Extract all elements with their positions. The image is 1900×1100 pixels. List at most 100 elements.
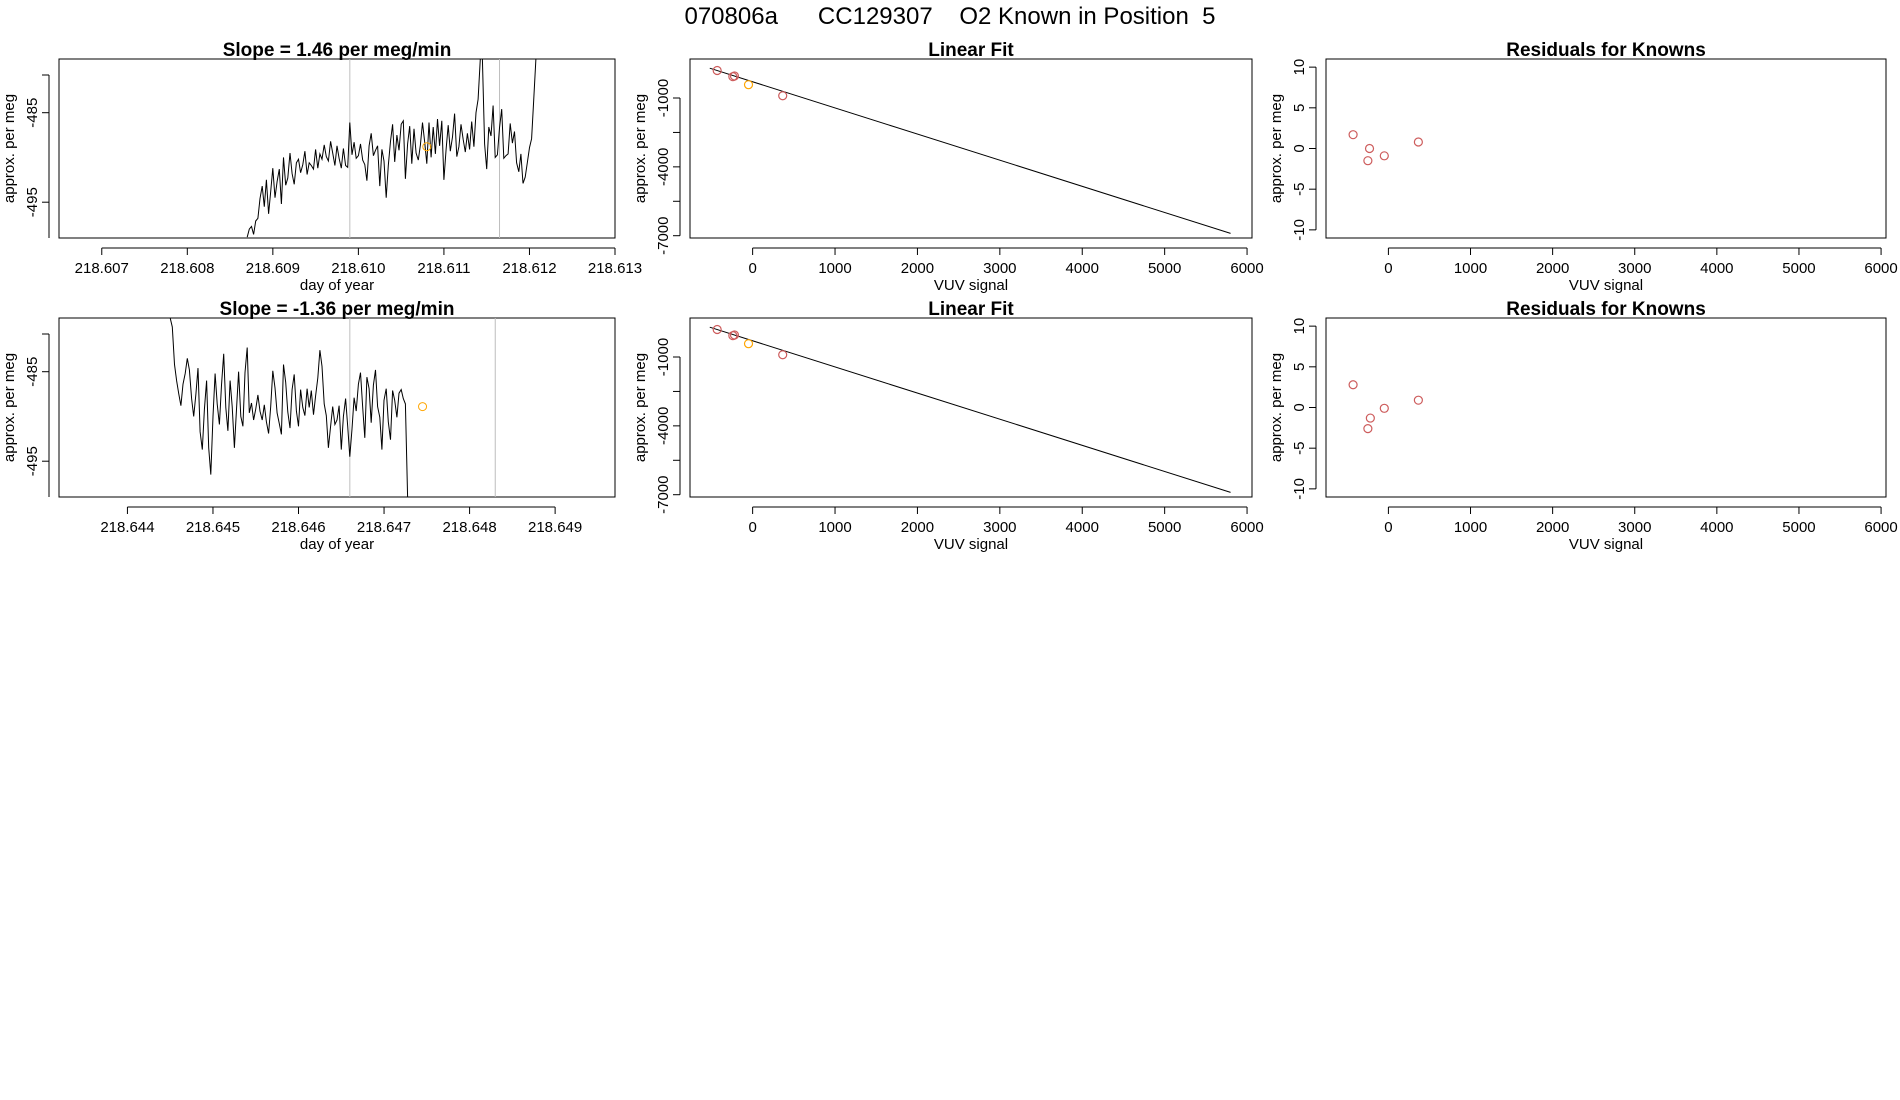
x-axis-label: VUV signal [934, 536, 1008, 553]
chart-title: Slope = -1.36 per meg/min [220, 299, 455, 320]
x-tick-label: 218.646 [271, 519, 325, 536]
y-axis-label: approx. per meg [632, 353, 649, 462]
series-line [169, 318, 409, 497]
y-tick-label: 10 [1291, 318, 1308, 335]
x-tick-label: 218.609 [246, 260, 300, 277]
x-axis-label: VUV signal [934, 277, 1008, 294]
x-tick-label: 5000 [1148, 519, 1181, 536]
chart-fit1: Linear Fit 0 1000 2000 3000 4000 5000 6000 VUV s… [632, 40, 1264, 294]
y-tick-label: 0 [1291, 403, 1308, 411]
x-tick-label: 1000 [1454, 260, 1487, 277]
y-tick-label: -495 [24, 446, 41, 476]
x-tick-label: 4000 [1066, 519, 1099, 536]
x-tick-label: 6000 [1230, 519, 1263, 536]
y-axis-label: approx. per meg [632, 94, 649, 203]
x-tick-label: 2000 [1536, 260, 1569, 277]
data-point [1348, 380, 1358, 390]
y-axis-label: approx. per meg [1268, 94, 1285, 203]
y-tick-label: 0 [1291, 144, 1308, 152]
y-tick-label: -7000 [655, 476, 672, 514]
chart-title: Residuals for Knowns [1506, 299, 1706, 320]
chart-title: Linear Fit [928, 40, 1014, 61]
y-tick-label: -4000 [655, 407, 672, 445]
x-tick-label: 218.612 [502, 260, 556, 277]
y-tick-label: 10 [1291, 59, 1308, 76]
data-point [729, 71, 740, 81]
x-tick-label: 218.645 [186, 519, 240, 536]
x-axis-label: day of year [300, 536, 374, 553]
data-point [712, 324, 722, 335]
x-tick-label: 5000 [1782, 519, 1815, 536]
x-tick-label: 3000 [983, 519, 1016, 536]
data-point [1379, 403, 1389, 413]
x-tick-label: 218.649 [528, 519, 582, 536]
plot-area [169, 318, 496, 497]
y-tick-label: -485 [24, 357, 41, 387]
x-tick-label: 3000 [983, 260, 1016, 277]
plot-frame [689, 317, 1253, 498]
plot-area [709, 324, 1231, 493]
x-axis-label: day of year [300, 277, 374, 294]
data-point [1363, 156, 1373, 166]
data-point [1364, 143, 1375, 154]
y-tick-label: -1000 [655, 79, 672, 117]
x-tick-label: 218.647 [357, 519, 411, 536]
plot-frame [689, 58, 1253, 239]
y-axis-label: approx. per meg [1, 94, 18, 203]
plot-frame [1325, 317, 1887, 498]
data-point [712, 65, 722, 76]
x-tick-label: 218.613 [588, 260, 642, 277]
x-tick-label: 218.607 [75, 260, 129, 277]
x-tick-label: 5000 [1148, 260, 1181, 277]
y-tick-label: -7000 [655, 217, 672, 255]
data-point [778, 91, 788, 101]
fit-line [709, 326, 1231, 493]
highlight-point [422, 142, 432, 152]
data-point [729, 330, 740, 340]
x-axis-label: VUV signal [1569, 277, 1643, 294]
plot-frame [58, 58, 616, 239]
x-tick-label: 1000 [1454, 519, 1487, 536]
x-tick-label: 4000 [1066, 260, 1099, 277]
x-tick-label: 0 [1384, 519, 1392, 536]
plot-area [1348, 380, 1423, 434]
chart-title: Residuals for Knowns [1506, 40, 1706, 61]
x-axis-label: VUV signal [1569, 536, 1643, 553]
x-tick-label: 6000 [1864, 260, 1897, 277]
chart-ts1: Slope = 1.46 per meg/min 218.607 218.608 21… [1, 40, 642, 294]
x-tick-label: 218.611 [417, 260, 470, 277]
y-tick-label: -10 [1291, 478, 1308, 500]
highlight-point [743, 80, 754, 90]
chart-title: Linear Fit [928, 299, 1014, 320]
x-tick-label: 0 [1384, 260, 1392, 277]
y-axis-label: approx. per meg [1268, 353, 1285, 462]
x-tick-label: 218.644 [100, 519, 154, 536]
chart-fit2: Linear Fit 0 1000 2000 3000 4000 5000 6000 VUV s… [632, 299, 1264, 553]
y-tick-label: -495 [24, 187, 41, 217]
x-tick-label: 218.648 [442, 519, 496, 536]
data-point [1348, 130, 1358, 140]
chart-ts2: Slope = -1.36 per meg/min 218.644 218.645 2… [1, 299, 616, 553]
data-point [778, 350, 788, 360]
x-tick-label: 2000 [901, 260, 934, 277]
y-tick-label: -1000 [655, 338, 672, 376]
data-point [1413, 137, 1423, 147]
x-tick-label: 218.610 [331, 260, 385, 277]
x-tick-label: 2000 [1536, 519, 1569, 536]
fit-line [709, 67, 1231, 234]
y-tick-label: 5 [1291, 104, 1308, 112]
chart-title: Slope = 1.46 per meg/min [223, 40, 452, 61]
y-tick-label: -5 [1291, 183, 1308, 196]
data-point [1413, 395, 1423, 405]
x-tick-label: 3000 [1618, 260, 1651, 277]
series-line [246, 59, 537, 238]
x-tick-label: 0 [748, 519, 756, 536]
plot-area [709, 65, 1231, 234]
x-tick-label: 6000 [1864, 519, 1897, 536]
data-point [1379, 151, 1389, 161]
x-tick-label: 3000 [1618, 519, 1651, 536]
y-tick-label: -485 [24, 98, 41, 128]
y-tick-label: -10 [1291, 219, 1308, 241]
plot-area [246, 59, 537, 238]
